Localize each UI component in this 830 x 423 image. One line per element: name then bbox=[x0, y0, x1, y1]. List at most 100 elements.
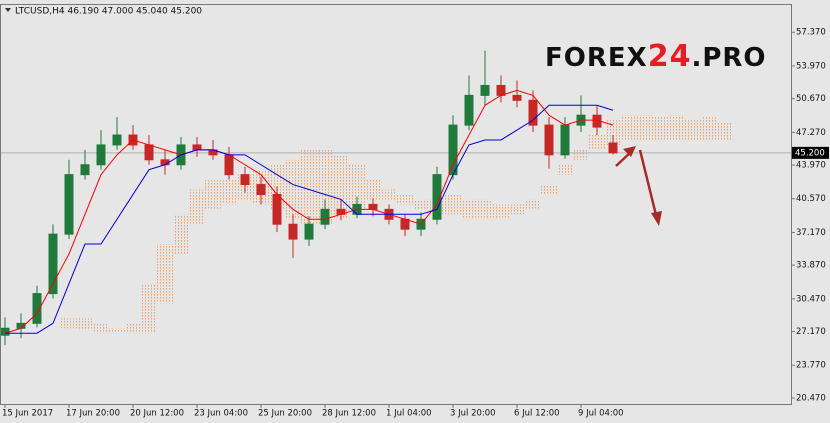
y-tick-label: 57.370 bbox=[796, 28, 826, 38]
arrow-down bbox=[638, 149, 658, 216]
watermark-left: FOREX bbox=[545, 43, 648, 73]
cloud-segment bbox=[541, 184, 557, 195]
y-tick-label: 20.470 bbox=[796, 393, 826, 403]
cloud-segment bbox=[109, 328, 125, 334]
cloud-segment bbox=[77, 318, 93, 331]
cloud-segment bbox=[477, 199, 493, 220]
cloud-segment bbox=[285, 159, 301, 220]
candle-body bbox=[448, 124, 458, 176]
cloud-segment bbox=[93, 323, 109, 334]
y-tick-label: 27.170 bbox=[796, 327, 826, 337]
cloud-segment bbox=[557, 164, 573, 175]
cloud-segment bbox=[381, 189, 397, 200]
cloud-segment bbox=[685, 120, 701, 140]
cloud-segment bbox=[653, 117, 669, 140]
candle-body bbox=[160, 159, 170, 166]
cloud-segment bbox=[701, 117, 717, 140]
cloud-segment bbox=[621, 115, 637, 140]
cloud-segment bbox=[525, 199, 541, 210]
candle-body bbox=[0, 327, 10, 336]
cloud-segment bbox=[445, 194, 461, 215]
x-tick-label: 25 Jun 20:00 bbox=[258, 409, 312, 419]
arrow-up-head bbox=[623, 146, 636, 157]
cloud-segment bbox=[205, 179, 221, 210]
current-price-box bbox=[792, 146, 829, 159]
cloud-segment bbox=[157, 244, 173, 304]
y-tick-label: 37.170 bbox=[796, 228, 826, 238]
indicator-line bbox=[5, 104, 614, 334]
candle-body bbox=[240, 174, 250, 186]
x-tick-label: 28 Jun 12:00 bbox=[322, 409, 376, 419]
y-tick-label: 33.870 bbox=[796, 261, 826, 271]
candle-body bbox=[512, 94, 522, 101]
x-tick-label: 9 Jul 04:00 bbox=[578, 409, 624, 419]
cloud-segment bbox=[365, 179, 381, 200]
cloud-segment bbox=[317, 149, 333, 225]
candle-body bbox=[32, 293, 42, 324]
cloud-segment bbox=[493, 204, 509, 220]
current-price-label: 45.200 bbox=[795, 148, 825, 158]
plot-frame bbox=[0, 4, 792, 405]
candle-body bbox=[432, 174, 442, 220]
candle-body bbox=[560, 124, 570, 156]
watermark-right: .PRO bbox=[691, 43, 766, 73]
cloud-segment bbox=[669, 115, 685, 140]
y-tick-label: 23.770 bbox=[796, 361, 826, 371]
candle-body bbox=[608, 142, 618, 154]
annotation-arrows bbox=[615, 146, 662, 226]
candle-body bbox=[496, 84, 506, 96]
x-tick-label: 1 Jul 04:00 bbox=[386, 409, 432, 419]
y-tick-label: 30.470 bbox=[796, 294, 826, 304]
watermark: FOREX24.PRO bbox=[545, 39, 767, 74]
candle-body bbox=[144, 144, 154, 161]
cloud-segment bbox=[397, 194, 413, 205]
candle-body bbox=[320, 208, 330, 225]
candle-body bbox=[256, 184, 266, 195]
chart-title: LTCUSD,H4 46.190 47.000 45.040 45.200 bbox=[15, 7, 202, 17]
cloud-segment bbox=[605, 120, 621, 145]
candle-body bbox=[304, 223, 314, 240]
candle-body bbox=[544, 124, 554, 156]
cloud-segment bbox=[349, 164, 365, 210]
y-tick-label: 50.670 bbox=[796, 94, 826, 104]
y-tick-label: 47.270 bbox=[796, 128, 826, 138]
symbol-marker bbox=[5, 8, 11, 12]
x-tick-label: 17 Jun 20:00 bbox=[66, 409, 120, 419]
cloud-segment bbox=[125, 323, 141, 334]
cloud-segment bbox=[301, 149, 317, 225]
x-tick-label: 6 Jul 12:00 bbox=[514, 409, 560, 419]
cloud-segment bbox=[221, 179, 237, 205]
x-tick-label: 3 Jul 20:00 bbox=[450, 409, 496, 419]
cloud-segment bbox=[589, 135, 605, 150]
candle-body bbox=[288, 223, 298, 240]
cloud-segment bbox=[189, 189, 205, 225]
candle-body bbox=[368, 203, 378, 210]
x-tick-label: 23 Jun 04:00 bbox=[194, 409, 248, 419]
indicator-line bbox=[4, 89, 614, 334]
watermark-middle: 24 bbox=[648, 39, 692, 74]
y-tick-label: 53.970 bbox=[796, 61, 826, 71]
cloud-segment bbox=[509, 204, 525, 215]
cloud-segment bbox=[413, 199, 429, 210]
cloud-segment bbox=[141, 283, 157, 334]
candle-body bbox=[400, 218, 410, 230]
cloud-segment bbox=[61, 318, 77, 329]
x-tick-label: 20 Jun 12:00 bbox=[130, 409, 184, 419]
candle-body bbox=[528, 99, 538, 126]
cloud-segment bbox=[461, 199, 477, 220]
cloud-segment bbox=[717, 122, 733, 140]
cloud-segment bbox=[173, 214, 189, 254]
cloud-segment bbox=[637, 115, 653, 140]
candle-body bbox=[96, 144, 106, 166]
cloud-segment bbox=[573, 149, 589, 160]
candle-body bbox=[224, 154, 234, 176]
candle-body bbox=[464, 94, 474, 126]
y-tick-label: 40.570 bbox=[796, 194, 826, 204]
candle-body bbox=[80, 164, 90, 176]
candle-body bbox=[48, 233, 58, 295]
candle-body bbox=[192, 144, 202, 151]
candle-body bbox=[64, 174, 74, 235]
y-tick-label: 43.970 bbox=[796, 161, 826, 171]
